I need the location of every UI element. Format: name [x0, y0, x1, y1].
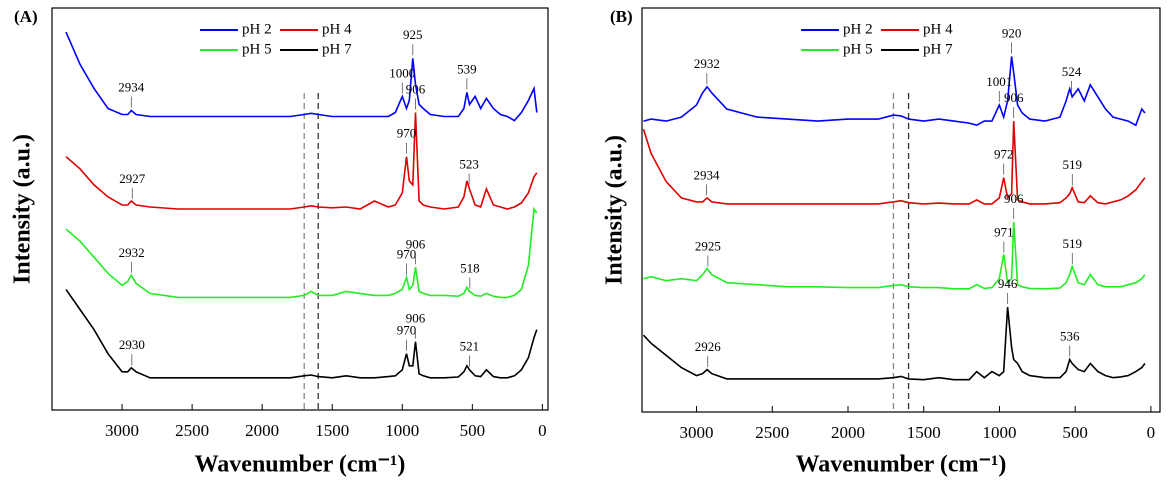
peak-label: 906: [1004, 191, 1024, 206]
peak-label: 518: [460, 261, 480, 276]
spectrum-line: [643, 222, 1146, 290]
legend-label: pH 2: [843, 21, 873, 37]
x-tick-label: 1500: [315, 421, 349, 440]
spectrum-line: [642, 306, 1146, 381]
peak-label: 906: [406, 236, 426, 251]
peak-label: 2930: [119, 337, 145, 352]
legend-label: pH 7: [322, 41, 352, 57]
legend-label: pH 4: [322, 21, 352, 37]
peak-label: 523: [459, 157, 479, 172]
peak-label: 906: [406, 82, 426, 97]
peak-label: 2934: [118, 79, 145, 94]
peak-label: 2926: [695, 339, 722, 354]
peak-label: 906: [1004, 90, 1024, 105]
peak-label: 925: [403, 27, 423, 42]
legend-label: pH 5: [242, 41, 272, 57]
peak-label: 2934: [694, 167, 721, 182]
x-tick-label: 1500: [907, 423, 941, 442]
y-axis-label: Intensity (a.u.): [602, 135, 628, 285]
x-tick-label: 3000: [680, 423, 714, 442]
peak-label: 539: [457, 61, 477, 76]
peak-label: 2932: [694, 56, 720, 71]
peak-label: 920: [1002, 25, 1022, 40]
panel-label: (A): [14, 7, 38, 26]
peak-label: 2932: [119, 245, 145, 260]
peak-label: 970: [397, 246, 417, 261]
peak-label: 972: [994, 147, 1014, 162]
peak-label: 1000: [389, 65, 415, 80]
spectrum-line: [65, 288, 538, 379]
spectrum-line: [65, 206, 538, 299]
peak-label: 524: [1062, 64, 1082, 79]
x-tick-label: 3000: [105, 421, 139, 440]
plot-frame: [51, 7, 549, 411]
x-tick-label: 0: [1147, 423, 1156, 442]
x-tick-label: 1000: [385, 421, 419, 440]
x-tick-label: 2000: [831, 423, 865, 442]
panel-label: (B): [610, 7, 633, 26]
x-tick-label: 0: [538, 421, 547, 440]
peak-label: 2925: [695, 239, 721, 254]
peak-label: 519: [1063, 236, 1083, 251]
peak-label: 1001: [986, 74, 1012, 89]
x-axis-label: Wavenumber (cm⁻¹): [195, 452, 406, 478]
x-tick-label: 2500: [755, 423, 789, 442]
plot-frame: [641, 7, 1161, 413]
peak-label: 970: [397, 126, 417, 141]
y-axis-label: Intensity (a.u.): [10, 134, 36, 284]
spectrum-line: [65, 112, 538, 210]
x-axis-label: Wavenumber (cm⁻¹): [796, 452, 1007, 478]
x-tick-label: 2000: [245, 421, 279, 440]
legend-label: pH 7: [923, 41, 953, 57]
peak-label: 536: [1060, 328, 1080, 343]
x-tick-label: 500: [460, 421, 486, 440]
peak-label: 2927: [119, 171, 146, 186]
legend-label: pH 5: [843, 41, 873, 57]
peak-label: 971: [994, 225, 1014, 240]
legend-label: pH 2: [242, 21, 272, 37]
peak-label: 521: [460, 339, 480, 354]
spectrum-line: [643, 56, 1146, 127]
peak-label: 970: [397, 323, 417, 338]
x-tick-label: 1000: [982, 423, 1016, 442]
legend-label: pH 4: [923, 21, 953, 37]
spectrum-line: [65, 31, 538, 122]
x-tick-label: 2500: [175, 421, 209, 440]
spectrum-line: [642, 121, 1146, 205]
x-tick-label: 500: [1062, 423, 1088, 442]
peak-label: 946: [998, 276, 1018, 291]
peak-label: 906: [406, 311, 426, 326]
peak-label: 519: [1063, 157, 1083, 172]
